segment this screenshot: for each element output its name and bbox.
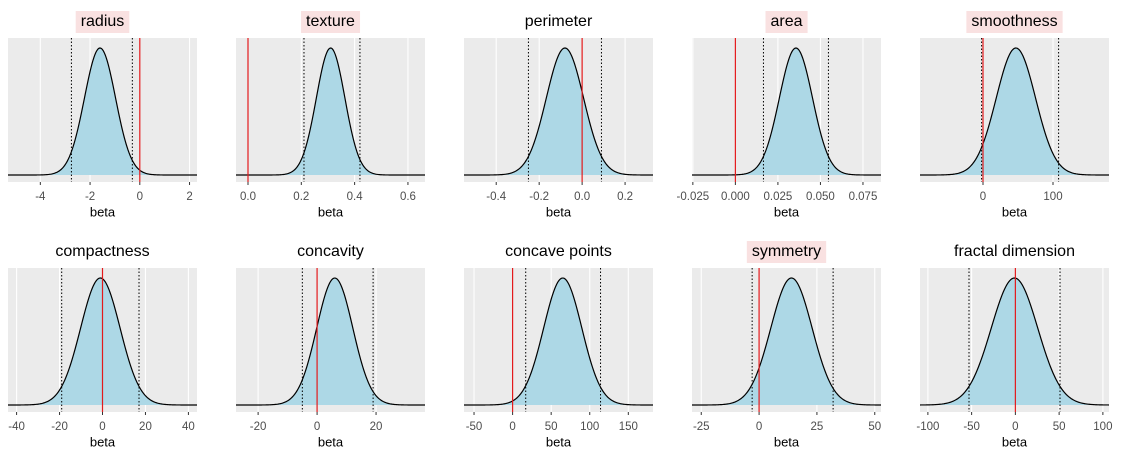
x-tick-label: 20 — [139, 421, 152, 433]
x-tick-label: 2 — [186, 191, 192, 203]
x-tick-label: -40 — [8, 421, 25, 433]
x-tick-label: 0.6 — [400, 191, 416, 203]
panel: -0.4 -0.2 0.0 0.2 beta perimeter — [464, 13, 653, 219]
density-curve — [919, 277, 1110, 406]
x-axis-label: beta — [1002, 204, 1028, 219]
x-tick-label: -0.2 — [529, 191, 549, 203]
x-tick-label: -50 — [963, 421, 980, 433]
x-tick-label: 0.2 — [617, 191, 633, 203]
panel: -0.025 0.000 0.025 0.050 0.075 beta area — [677, 11, 881, 219]
density-area — [920, 48, 1109, 175]
density-area — [236, 48, 425, 176]
x-axis-label: beta — [1002, 434, 1028, 449]
density-curve — [464, 47, 653, 176]
density-area — [464, 278, 653, 405]
x-axis-label: beta — [318, 204, 344, 219]
x-axis-label: beta — [546, 204, 572, 219]
panel: -100 -50 0 50 100 beta fractal dimension — [916, 243, 1112, 449]
density-curve — [236, 277, 425, 406]
x-tick-label: 0.2 — [293, 191, 309, 203]
density-area — [236, 278, 425, 405]
panel: -50 0 50 100 150 beta concave points — [464, 243, 653, 449]
x-tick-label: 100 — [1043, 191, 1062, 203]
x-tick-label: 0 — [1012, 421, 1018, 433]
title-highlight — [746, 241, 827, 263]
panel-title: texture — [306, 13, 355, 30]
x-tick-label: -20 — [51, 421, 68, 433]
panel-title: symmetry — [752, 243, 821, 260]
panel: 0 100 beta smoothness — [920, 11, 1109, 219]
x-tick-label: 0.000 — [721, 191, 750, 203]
density-area — [692, 48, 881, 175]
panel: -40 -20 0 20 40 beta compactness — [8, 243, 197, 449]
x-tick-label: 0.025 — [764, 191, 793, 203]
panel-title: concavity — [297, 243, 364, 260]
x-tick-label: -4 — [35, 191, 46, 203]
panel: -25 0 25 50 beta symmetry — [692, 241, 881, 449]
x-tick-label: 40 — [182, 421, 195, 433]
panel-title: fractal dimension — [954, 243, 1075, 260]
panel-title: radius — [81, 13, 125, 30]
density-curve — [692, 277, 881, 406]
title-highlight — [966, 11, 1063, 33]
x-axis-label: beta — [90, 434, 116, 449]
x-tick-label: 0.0 — [240, 191, 256, 203]
x-tick-label: 0 — [756, 421, 762, 433]
x-tick-label: 0 — [137, 191, 143, 203]
title-highlight — [301, 11, 361, 33]
density-area — [920, 278, 1109, 405]
density-curve — [692, 47, 881, 176]
density-curve — [920, 47, 1109, 176]
x-tick-label: 50 — [1053, 421, 1066, 433]
x-tick-label: 0 — [314, 421, 320, 433]
panel: -20 0 20 beta concavity — [236, 243, 425, 449]
panel: 0.0 0.2 0.4 0.6 beta texture — [236, 11, 425, 219]
panel-title: area — [770, 13, 802, 30]
x-tick-label: 0.050 — [806, 191, 835, 203]
x-axis-label: beta — [90, 204, 116, 219]
density-area — [464, 48, 653, 176]
x-tick-label: 0 — [99, 421, 105, 433]
x-tick-label: 100 — [580, 421, 599, 433]
density-area — [8, 48, 197, 175]
x-tick-label: -50 — [466, 421, 483, 433]
x-tick-label: 50 — [545, 421, 558, 433]
x-axis-label: beta — [774, 204, 800, 219]
density-area — [692, 278, 881, 405]
x-tick-label: 0 — [509, 421, 515, 433]
x-axis-label: beta — [546, 434, 572, 449]
panel-title: compactness — [55, 243, 149, 260]
x-tick-label: 0.0 — [574, 191, 590, 203]
x-tick-label: -0.025 — [677, 191, 710, 203]
x-tick-label: 50 — [868, 421, 881, 433]
panel: -4 -2 0 2 beta radius — [8, 11, 197, 219]
panel-title: perimeter — [525, 13, 593, 30]
x-tick-label: -0.4 — [486, 191, 506, 203]
x-tick-label: -100 — [916, 421, 939, 433]
x-tick-label: 150 — [619, 421, 638, 433]
density-curve — [464, 277, 653, 406]
title-highlight — [75, 11, 130, 33]
panel-title: concave points — [505, 243, 612, 260]
x-tick-label: 0.4 — [347, 191, 364, 203]
x-tick-label: 0 — [980, 191, 986, 203]
panel-title: smoothness — [971, 13, 1057, 30]
x-tick-label: 0.075 — [849, 191, 878, 203]
x-axis-label: beta — [318, 434, 344, 449]
x-tick-label: 25 — [811, 421, 824, 433]
x-tick-label: 100 — [1093, 421, 1112, 433]
x-axis-label: beta — [774, 434, 800, 449]
x-tick-label: 20 — [370, 421, 383, 433]
density-curve — [236, 47, 425, 176]
x-tick-label: -20 — [250, 421, 267, 433]
x-tick-label: -25 — [693, 421, 710, 433]
x-tick-label: -2 — [85, 191, 95, 203]
title-highlight — [765, 11, 808, 33]
density-curve — [8, 47, 197, 176]
